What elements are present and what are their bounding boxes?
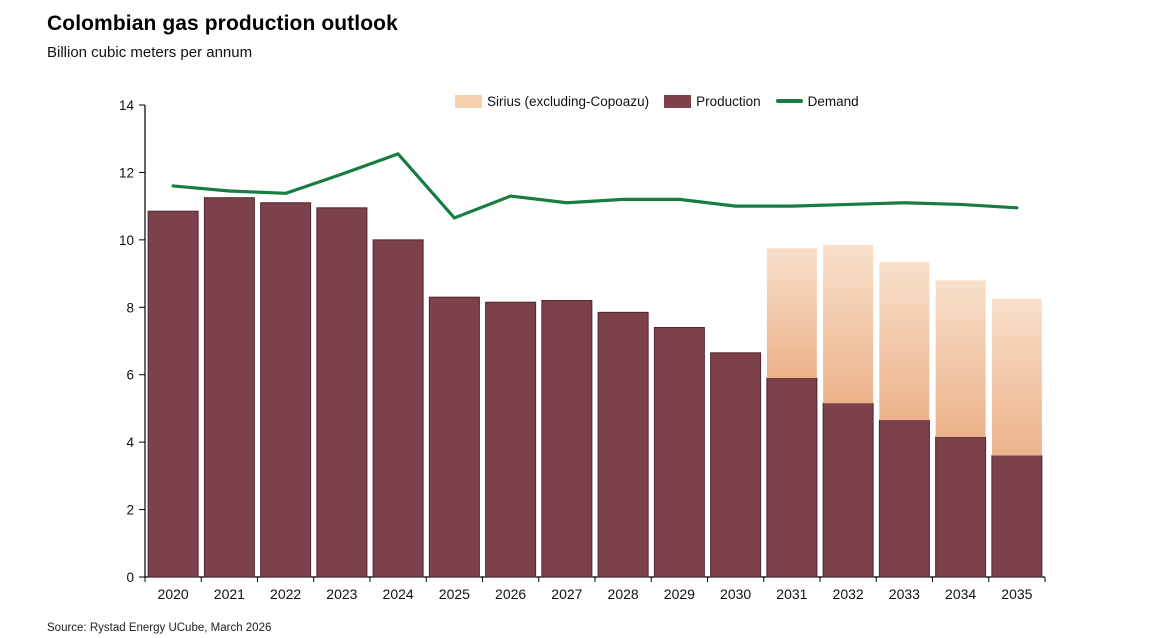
x-tick-label: 2028 <box>608 586 639 602</box>
x-tick-label: 2027 <box>551 586 582 602</box>
bar-sirius <box>766 248 817 379</box>
x-tick-label: 2030 <box>720 586 751 602</box>
y-tick-label: 8 <box>126 300 134 315</box>
x-tick-label: 2032 <box>833 586 864 602</box>
x-tick-label: 2034 <box>945 586 976 602</box>
bar-production <box>822 402 874 578</box>
x-tick-label: 2024 <box>383 586 414 602</box>
y-tick-label: 4 <box>126 435 134 450</box>
y-tick-label: 12 <box>119 165 134 180</box>
page-title: Colombian gas production outlook <box>47 12 398 35</box>
bar-production <box>541 300 593 578</box>
bar-sirius <box>935 280 986 438</box>
bar-production <box>428 296 480 578</box>
legend-label-demand: Demand <box>807 93 859 109</box>
x-tick-label: 2022 <box>270 586 301 602</box>
x-tick-label: 2026 <box>495 586 526 602</box>
bar-sirius <box>991 298 1042 456</box>
demand-line-swatch-icon <box>775 99 803 103</box>
x-tick-label: 2021 <box>214 586 245 602</box>
bar-production <box>485 301 537 578</box>
bar-production <box>991 455 1043 578</box>
page-subtitle: Billion cubic meters per annum <box>47 44 253 61</box>
bar-sirius <box>879 261 930 421</box>
bar-production <box>935 436 987 578</box>
x-tick-label: 2029 <box>664 586 695 602</box>
bar-production <box>766 377 818 578</box>
sirius-swatch-icon <box>455 94 482 108</box>
bar-production <box>203 197 255 578</box>
legend-item-demand: Demand <box>775 93 859 109</box>
y-tick-label: 10 <box>119 233 134 248</box>
x-tick-label: 2035 <box>1001 586 1032 602</box>
demand-line <box>171 152 1019 220</box>
legend-item-sirius: Sirius (excluding-Copoazu) <box>455 94 649 109</box>
chart-legend: Sirius (excluding-Copoazu) Production De… <box>455 93 859 109</box>
bar-production <box>710 352 762 578</box>
bar-production <box>316 207 368 578</box>
y-tick-label: 14 <box>119 98 135 113</box>
legend-label-production: Production <box>696 93 761 109</box>
y-tick-label: 0 <box>126 570 134 585</box>
x-tick-label: 2033 <box>889 586 920 602</box>
x-tick-label: 2031 <box>776 586 807 602</box>
bar-production <box>260 202 312 578</box>
bar-production <box>372 239 424 578</box>
bar-production <box>147 210 199 578</box>
bar-production <box>878 419 930 578</box>
legend-item-production: Production <box>664 94 761 109</box>
bar-sirius <box>823 244 874 404</box>
legend-label-sirius: Sirius (excluding-Copoazu) <box>487 93 650 109</box>
x-tick-label: 2023 <box>326 586 357 602</box>
bar-production <box>653 327 705 578</box>
production-swatch-icon <box>664 94 692 108</box>
x-tick-label: 2025 <box>439 586 470 602</box>
y-tick-label: 2 <box>126 503 134 518</box>
bar-production <box>597 311 649 578</box>
y-tick-label: 6 <box>126 368 134 383</box>
source-note: Source: Rystad Energy UCube, March 2026 <box>47 622 272 634</box>
x-tick-label: 2020 <box>158 586 189 602</box>
